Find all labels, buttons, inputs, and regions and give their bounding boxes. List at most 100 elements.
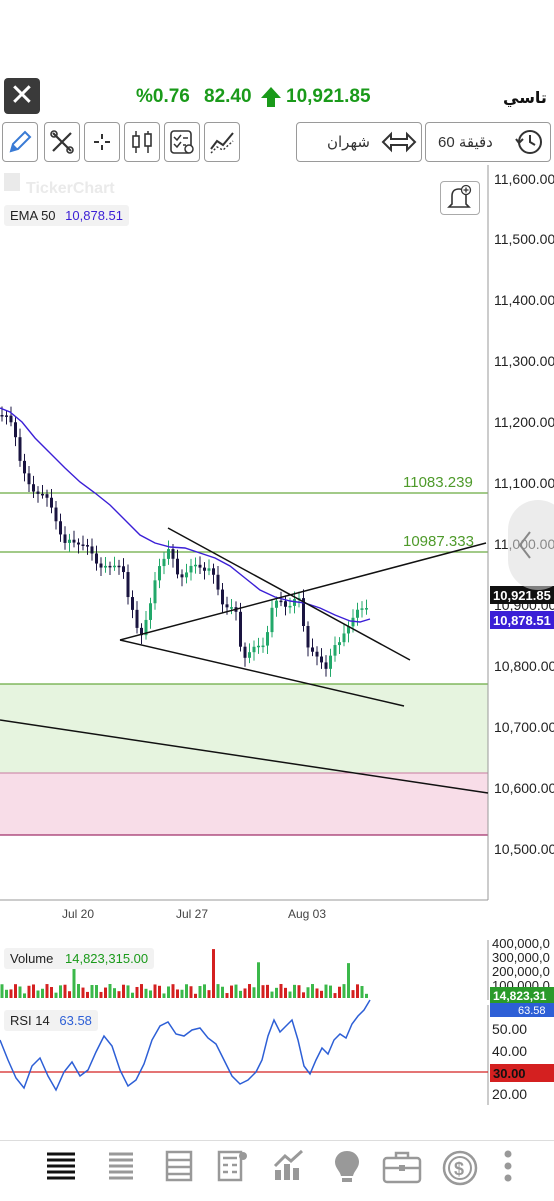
range-selector[interactable]: شهران	[296, 122, 422, 162]
volume-bar	[216, 984, 220, 998]
crosshair-button[interactable]	[84, 122, 120, 162]
tab-ideas[interactable]	[330, 1148, 364, 1186]
candle-body	[365, 608, 368, 610]
candle-body	[77, 542, 80, 545]
volume-bar	[261, 985, 265, 998]
candle-body	[306, 625, 310, 648]
candle-body	[32, 484, 35, 492]
tab-calculator[interactable]	[216, 1148, 250, 1186]
pencil-icon	[9, 130, 32, 153]
indicators-button[interactable]	[164, 122, 200, 162]
tab-orders[interactable]	[162, 1148, 196, 1186]
price-tick: 10,500.00	[494, 841, 554, 857]
volume-bar	[221, 986, 224, 998]
candle-body	[176, 558, 179, 575]
ema-tag: 10,878.51	[493, 613, 551, 628]
date-tick: Jul 20	[62, 907, 94, 921]
candle-body	[135, 609, 139, 628]
volume-bar	[18, 986, 22, 998]
tab-chart[interactable]	[272, 1148, 306, 1186]
candle-body	[167, 549, 170, 559]
volume-bar	[225, 993, 229, 998]
volume-bar	[171, 984, 175, 998]
ema-tag-bg	[490, 611, 554, 629]
volume-bar	[23, 993, 26, 998]
candlestick-button[interactable]	[124, 122, 160, 162]
rsi-legend[interactable]: RSI 14 63.58	[4, 1010, 98, 1031]
tools-button[interactable]	[44, 122, 80, 162]
swap-arrows-icon	[381, 131, 417, 153]
tab-portfolio[interactable]	[382, 1148, 422, 1186]
volume-bar	[198, 985, 202, 998]
volume-bar	[189, 986, 193, 998]
candle-body	[338, 642, 341, 646]
volume-value: 14,823,315.00	[65, 951, 149, 966]
volume-bar	[279, 984, 283, 998]
candle-body	[189, 565, 193, 573]
chart-icon	[273, 1149, 304, 1180]
compare-button[interactable]	[204, 122, 240, 162]
candle-body	[36, 491, 40, 494]
candle-body	[5, 415, 8, 417]
volume-bar	[297, 985, 301, 998]
volume-bar	[324, 984, 328, 998]
level-label-2: 10987.333	[403, 533, 474, 550]
volume-bar	[356, 984, 359, 998]
watchlist-icon	[109, 1152, 133, 1180]
candle-body	[23, 460, 26, 474]
price-tick: 10,800.00	[494, 658, 554, 674]
volume-bar	[212, 949, 215, 998]
list-icon	[47, 1152, 75, 1180]
candle-body	[333, 645, 337, 656]
rsi-line	[0, 999, 371, 1092]
candle-body	[180, 574, 184, 578]
candle-body	[108, 565, 112, 568]
candle-body	[81, 544, 85, 546]
candle-body	[194, 564, 197, 567]
volume-bar	[81, 987, 85, 998]
volume-bar	[207, 990, 211, 998]
add-alert-button[interactable]	[440, 181, 480, 215]
ema-legend[interactable]: EMA 50 10,878.51	[4, 205, 129, 226]
volume-bar	[167, 986, 170, 998]
rsi-tick: 50.00	[492, 1021, 527, 1037]
tab-list[interactable]	[44, 1148, 78, 1186]
tab-currency[interactable]: $	[440, 1148, 478, 1186]
candle-body	[279, 600, 283, 603]
candle-body	[140, 627, 143, 636]
change-value: 82.40	[204, 86, 252, 107]
candle-body	[126, 572, 130, 598]
candle-body	[153, 580, 157, 604]
trendline-upper-falling	[167, 527, 411, 661]
volume-bar	[194, 993, 197, 998]
volume-bar	[302, 992, 305, 998]
candlestick-icon	[132, 131, 152, 153]
bottom-tab-bar	[0, 1140, 554, 1201]
trendline-lower-falling	[119, 639, 405, 707]
tab-watchlist[interactable]	[104, 1148, 138, 1186]
candle-body	[225, 604, 229, 608]
candle-body	[41, 493, 44, 496]
indicators-icon	[170, 130, 194, 154]
volume-bar	[122, 984, 125, 998]
volume-bar	[104, 987, 107, 998]
candle-body	[198, 564, 202, 568]
volume-bar	[108, 984, 112, 998]
side-drawer-handle[interactable]	[508, 500, 554, 590]
close-button[interactable]: ✕	[4, 78, 40, 114]
symbol-name[interactable]: تاسي	[503, 90, 547, 107]
volume-bar	[266, 984, 269, 998]
volume-bar	[185, 984, 188, 998]
price-chart[interactable]: 11083.239 10987.333 TickerChart 11,600.0…	[0, 165, 554, 1140]
candle-body	[104, 565, 107, 568]
tab-more[interactable]	[498, 1148, 532, 1186]
pencil-button[interactable]	[2, 122, 38, 162]
price-tick: 11,600.00	[494, 171, 554, 187]
volume-bar	[176, 989, 179, 998]
period-selector[interactable]: 60 دقيقة	[425, 122, 551, 162]
volume-bar	[293, 984, 296, 998]
volume-legend[interactable]: Volume 14,823,315.00	[4, 948, 155, 969]
volume-bar	[90, 985, 94, 998]
candle-body	[270, 607, 274, 633]
candle-body	[257, 645, 260, 648]
